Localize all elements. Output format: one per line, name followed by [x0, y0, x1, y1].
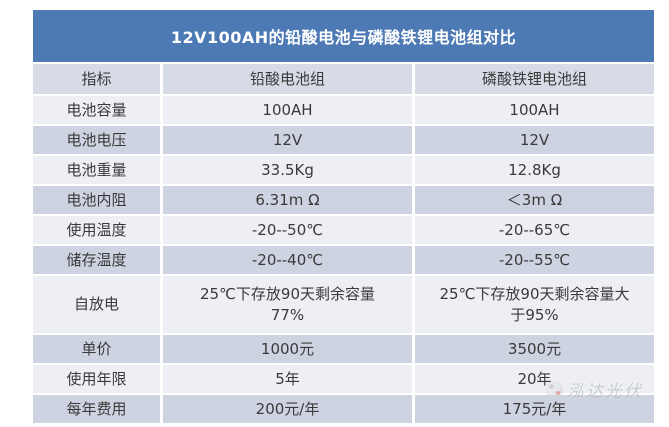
table-row: 电池电压 12V 12V [33, 126, 654, 154]
row-label: 每年费用 [33, 395, 160, 423]
lead-acid-value: 5年 [163, 365, 412, 393]
table-row: 电池重量 33.5Kg 12.8Kg [33, 156, 654, 184]
column-header-indicator: 指标 [33, 64, 160, 94]
row-label: 单价 [33, 335, 160, 363]
lead-acid-value: 1000元 [163, 335, 412, 363]
lifepo4-value: ＜3m Ω [415, 186, 654, 214]
lead-acid-value: 33.5Kg [163, 156, 412, 184]
lifepo4-value: 12.8Kg [415, 156, 654, 184]
lifepo4-value: 100AH [415, 96, 654, 124]
lead-acid-value: 12V [163, 126, 412, 154]
row-label: 自放电 [33, 276, 160, 333]
table-row: 使用温度 -20--50℃ -20--65℃ [33, 216, 654, 244]
lead-acid-value: 200元/年 [163, 395, 412, 423]
table-row: 每年费用 200元/年 175元/年 [33, 395, 654, 423]
comparison-table: 12V100AH的铅酸电池与磷酸铁锂电池组对比 指标 铅酸电池组 磷酸铁锂电池组… [33, 10, 654, 423]
row-label: 储存温度 [33, 246, 160, 274]
lead-acid-value: -20--40℃ [163, 246, 412, 274]
table-title: 12V100AH的铅酸电池与磷酸铁锂电池组对比 [170, 28, 517, 47]
lifepo4-value: 12V [415, 126, 654, 154]
row-label: 电池内阻 [33, 186, 160, 214]
column-header-lifepo4: 磷酸铁锂电池组 [415, 64, 654, 94]
row-label: 电池电压 [33, 126, 160, 154]
table-row: 储存温度 -20--40℃ -20--55℃ [33, 246, 654, 274]
lifepo4-value: 175元/年 [415, 395, 654, 423]
table-row: 单价 1000元 3500元 [33, 335, 654, 363]
lifepo4-value: -20--65℃ [415, 216, 654, 244]
lead-acid-value: 100AH [163, 96, 412, 124]
table-header-row: 指标 铅酸电池组 磷酸铁锂电池组 [33, 64, 654, 94]
table-row: 自放电 25℃下存放90天剩余容量 77% 25℃下存放90天剩余容量大 于95% [33, 276, 654, 333]
row-label: 使用温度 [33, 216, 160, 244]
lifepo4-value: 3500元 [415, 335, 654, 363]
table-row: 使用年限 5年 20年 [33, 365, 654, 393]
comparison-table-grid: 指标 铅酸电池组 磷酸铁锂电池组 电池容量 100AH 100AH 电池电压 12V 12… [33, 64, 654, 423]
lead-acid-value: 25℃下存放90天剩余容量 77% [163, 276, 412, 333]
lifepo4-value: -20--55℃ [415, 246, 654, 274]
column-header-lead-acid: 铅酸电池组 [163, 64, 412, 94]
table-title-bar: 12V100AH的铅酸电池与磷酸铁锂电池组对比 [33, 10, 654, 62]
lead-acid-value: 6.31m Ω [163, 186, 412, 214]
table-row: 电池容量 100AH 100AH [33, 96, 654, 124]
row-label: 电池容量 [33, 96, 160, 124]
row-label: 使用年限 [33, 365, 160, 393]
table-row: 电池内阻 6.31m Ω ＜3m Ω [33, 186, 654, 214]
lead-acid-value: -20--50℃ [163, 216, 412, 244]
lifepo4-value: 20年 [415, 365, 654, 393]
lifepo4-value: 25℃下存放90天剩余容量大 于95% [415, 276, 654, 333]
row-label: 电池重量 [33, 156, 160, 184]
